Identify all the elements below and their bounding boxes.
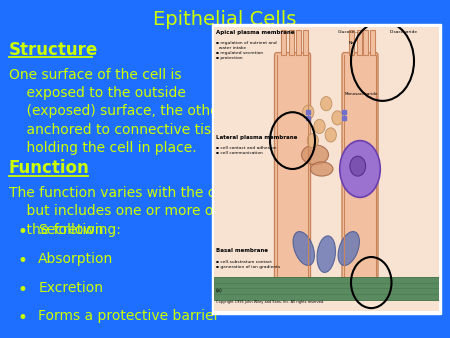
Bar <box>214 277 439 299</box>
Circle shape <box>325 128 337 142</box>
Text: Absorption: Absorption <box>38 252 113 266</box>
Text: Epithelial Cells: Epithelial Cells <box>153 10 297 29</box>
Text: ▪ cell contact and adhesion
▪ cell communication: ▪ cell contact and adhesion ▪ cell commu… <box>216 146 276 155</box>
Circle shape <box>332 111 343 125</box>
Ellipse shape <box>293 232 315 265</box>
Circle shape <box>314 119 325 134</box>
Circle shape <box>302 105 314 119</box>
Circle shape <box>320 97 332 111</box>
Text: ▪ cell-substratum contact
▪ generation of ion gradients: ▪ cell-substratum contact ▪ generation o… <box>216 260 280 269</box>
Bar <box>356 30 362 55</box>
Bar <box>281 30 286 55</box>
Ellipse shape <box>350 156 365 176</box>
Text: Excretion: Excretion <box>38 281 103 294</box>
Text: •: • <box>18 309 28 327</box>
Text: Structure: Structure <box>9 41 98 58</box>
Ellipse shape <box>310 162 333 176</box>
Text: Secretion: Secretion <box>38 223 104 237</box>
Text: Glucose—: Glucose— <box>338 30 359 34</box>
FancyBboxPatch shape <box>274 53 310 291</box>
Text: Function: Function <box>9 159 90 177</box>
Text: •: • <box>18 281 28 298</box>
Text: Copyright 1996 John Wiley and Sons, Inc. All rights reserved.: Copyright 1996 John Wiley and Sons, Inc.… <box>216 299 324 304</box>
Polygon shape <box>214 27 439 311</box>
Circle shape <box>307 134 319 148</box>
Ellipse shape <box>340 141 380 197</box>
Bar <box>364 30 368 55</box>
Bar <box>289 30 294 55</box>
Text: Apical plasma membrane: Apical plasma membrane <box>216 30 294 35</box>
Text: (a): (a) <box>216 288 223 293</box>
FancyBboxPatch shape <box>342 53 378 291</box>
Text: Na⁺: Na⁺ <box>349 41 357 45</box>
Bar <box>302 30 308 55</box>
Text: One surface of the cell is
    exposed to the outside
    (exposed) surface, the: One surface of the cell is exposed to th… <box>9 68 240 155</box>
Text: •: • <box>18 252 28 270</box>
Text: Lateral plasma membrane: Lateral plasma membrane <box>216 135 297 140</box>
Text: Disaccharide: Disaccharide <box>389 30 418 34</box>
Text: •: • <box>18 223 28 241</box>
Bar <box>349 30 354 55</box>
Ellipse shape <box>317 236 335 272</box>
Text: Forms a protective barrier: Forms a protective barrier <box>38 309 220 323</box>
Ellipse shape <box>302 145 328 165</box>
Ellipse shape <box>338 232 360 265</box>
Text: Monosaccharide: Monosaccharide <box>344 92 378 96</box>
Bar <box>212 24 441 314</box>
Bar <box>296 30 301 55</box>
Bar <box>370 30 375 55</box>
Text: ▪ regulation of nutrient and
  water intake
▪ regulated secretion
▪ protection: ▪ regulation of nutrient and water intak… <box>216 41 277 60</box>
Text: The function varies with the cell,
    but includes one or more of
    the follo: The function varies with the cell, but i… <box>9 186 236 237</box>
Text: Basal membrane: Basal membrane <box>216 248 268 254</box>
